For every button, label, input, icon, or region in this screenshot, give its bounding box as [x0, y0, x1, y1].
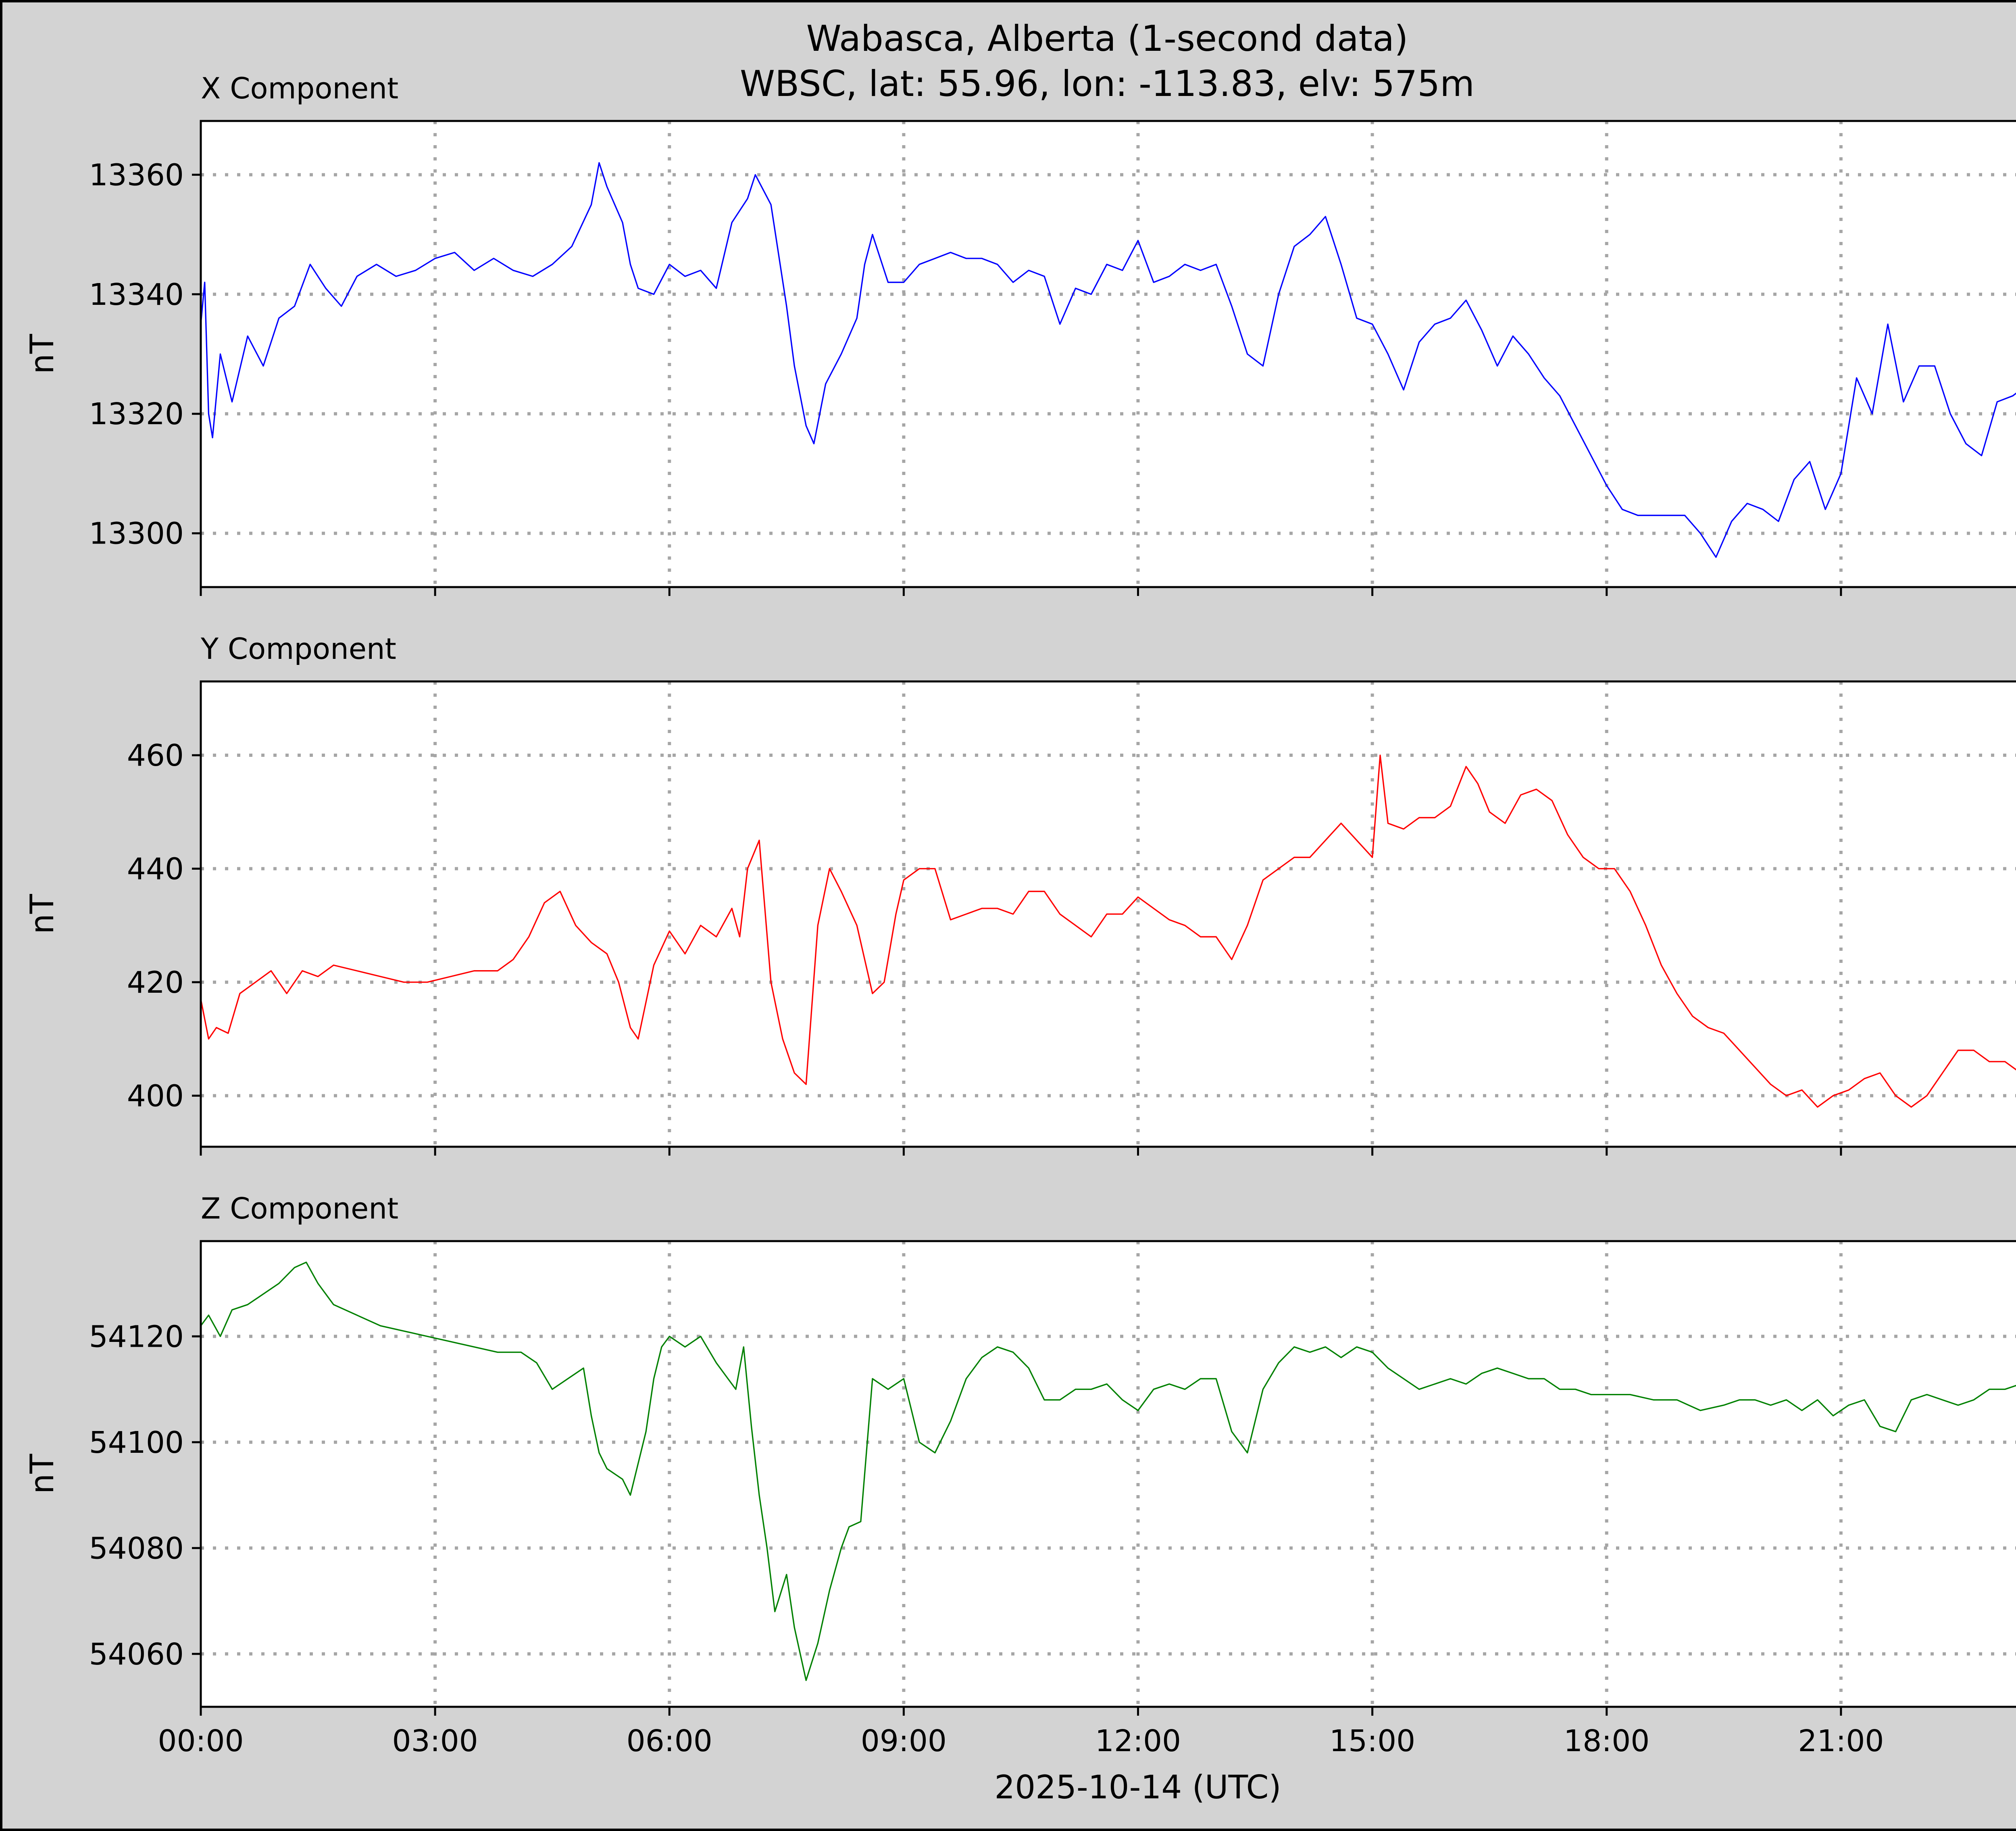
- y-axis-label: nT: [23, 894, 61, 934]
- y-tick-label: 420: [127, 965, 184, 1000]
- series-line: [200, 754, 2016, 1108]
- panel-2: Y Component 400 420 440 460 nT: [23, 632, 2016, 1156]
- y-tick-label: 13340: [89, 277, 184, 312]
- panel-label: X Component: [201, 71, 398, 105]
- y-tick-label: 400: [127, 1079, 184, 1113]
- x-tick-labels: 00:00 03:00 06:00 09:00 12:00 15:00 18:00 21:00: [158, 1724, 1884, 1758]
- y-tick-label: 54080: [89, 1531, 184, 1566]
- plot-frame: [200, 680, 2016, 1148]
- panel-label: Z Component: [201, 1192, 398, 1225]
- y-tick-label: 54120: [89, 1319, 184, 1354]
- series-line: [200, 162, 2016, 558]
- plot-frame: [200, 1240, 2016, 1708]
- plot-area: [201, 121, 2016, 587]
- x-tick-label: 09:00: [861, 1724, 947, 1758]
- panel-label: Y Component: [200, 632, 396, 666]
- panel-3: Z Component 54060 54080 54100 54120 nT: [23, 1192, 2016, 1716]
- y-tick-label: 54060: [89, 1637, 184, 1672]
- y-axis-label: nT: [23, 333, 61, 374]
- x-tick-label: 12:00: [1095, 1724, 1181, 1758]
- y-tick-label: 54100: [89, 1425, 184, 1460]
- y-tick-label: 13360: [89, 158, 184, 192]
- series-line: [200, 1261, 2016, 1681]
- y-tick-label: 460: [127, 738, 184, 773]
- x-tick-label: 00:00: [158, 1724, 244, 1758]
- x-tick-label: 21:00: [1798, 1724, 1884, 1758]
- x-tick-label: 15:00: [1329, 1724, 1415, 1758]
- x-axis-label: 2025-10-14 (UTC): [994, 1769, 1281, 1806]
- y-tick-label: 13300: [89, 517, 184, 551]
- x-tick-label: 03:00: [392, 1724, 478, 1758]
- y-axis-label: nT: [23, 1454, 61, 1494]
- panel-1: X Component 13300 13320 13340 13360 nT: [23, 71, 2016, 596]
- plot-area: [201, 1241, 2016, 1707]
- chart-title: Wabasca, Alberta (1-second data): [806, 18, 1408, 59]
- y-tick-label: 13320: [89, 397, 184, 431]
- plot-frame: [200, 120, 2016, 588]
- x-tick-label: 06:00: [627, 1724, 712, 1758]
- chart-subtitle: WBSC, lat: 55.96, lon: -113.83, elv: 575…: [740, 63, 1475, 104]
- y-tick-label: 440: [127, 852, 184, 886]
- x-tick-label: 18:00: [1564, 1724, 1649, 1758]
